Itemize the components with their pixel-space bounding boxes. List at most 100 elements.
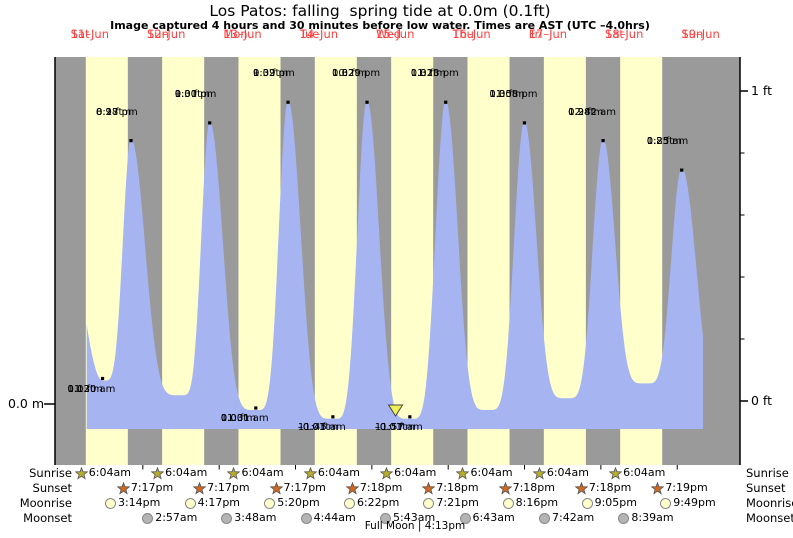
sunset-star-icon	[498, 481, 512, 495]
astro-row-label-right: Moonrise	[746, 496, 793, 510]
sunrise-time: 6:04am	[623, 466, 666, 479]
day-label-line: 17–Jun	[528, 27, 568, 41]
full-moon-note: Full Moon | 4:13pm	[364, 520, 466, 532]
moonset-circle-icon	[539, 512, 551, 524]
high-tide-label-line: 0.8 ft	[646, 136, 674, 148]
day-label-line: Tue	[299, 27, 320, 41]
moonset-circle-icon	[142, 512, 154, 524]
moonrise-circle-icon	[343, 497, 355, 509]
sunrise-star-icon	[532, 466, 546, 480]
sunset-time: 7:17pm	[207, 481, 250, 494]
moonrise-time: 6:22pm	[356, 496, 400, 509]
sunrise-star-icon	[380, 466, 394, 480]
day-label-line: 11–Jun	[70, 27, 110, 41]
day-label-line: Sat	[605, 27, 624, 41]
moonrise-circle-icon	[660, 497, 672, 509]
tide-point-dot	[286, 100, 290, 104]
high-tide-label-line: 1.0 ft	[174, 88, 202, 100]
sunrise-time: 6:04am	[546, 466, 589, 479]
low-tide-label-line: –0.01 m	[297, 421, 339, 433]
low-tide-label-line: 0.0 ft	[220, 413, 248, 424]
day-label-line: Sun	[681, 27, 704, 41]
high-tide-label-line: 9:39 pm	[253, 68, 295, 80]
low-tide-label-line: 11:57 am	[374, 421, 423, 433]
tide-point-dot	[408, 415, 412, 419]
astro-row-label-right: Moonset	[746, 511, 793, 525]
low-tide-label-line: 11:45 am	[297, 421, 346, 433]
low-tide-label-line: –0.0 ft	[297, 421, 330, 433]
y-axis-label-feet: 0 ft	[751, 393, 773, 408]
moonrise-circle-icon	[104, 497, 116, 509]
tide-point-dot	[331, 415, 335, 419]
day-label-line: 15–Jun	[376, 27, 415, 41]
moonrise-circle-icon	[581, 497, 593, 509]
high-tide-label-line: 0.28 m	[568, 106, 604, 118]
sunrise-star-icon	[74, 466, 88, 480]
sunset-star-icon	[116, 481, 130, 495]
y-axis-label-meters: 0.0 m	[7, 396, 44, 411]
high-tide-label-line: 0.28 m	[96, 106, 132, 118]
moonset-time: 6:43am	[472, 511, 515, 524]
high-tide-label-line: 11:58 pm	[489, 88, 538, 100]
moonset-circle-icon	[618, 512, 630, 524]
moonrise-time: 9:05pm	[594, 496, 637, 509]
astro-row-label-left: Sunset	[32, 481, 72, 495]
low-tide-label-line: 0.03 m	[67, 383, 103, 395]
high-tide-label-line: 0.32 m	[253, 68, 289, 80]
sunrise-star-icon	[456, 466, 470, 480]
tide-event-dots	[100, 100, 684, 419]
sunrise-time: 6:04am	[241, 466, 284, 479]
moonrise-circle-icon	[184, 497, 196, 509]
tide-point-dot	[129, 139, 133, 143]
tide-point-dot	[522, 121, 527, 125]
day-label-line: Sat	[70, 27, 90, 41]
moonrise-time: 5:20pm	[277, 496, 320, 509]
tide-point-dot	[601, 139, 605, 143]
day-label-line: 18–Jun	[605, 27, 644, 41]
axes	[44, 57, 748, 470]
tide-point-dot	[365, 100, 369, 104]
high-tide-label-line: 1.0 ft	[253, 68, 280, 80]
astro-row-label-right: Sunrise	[746, 466, 789, 480]
sunrise-time: 6:04am	[470, 466, 513, 479]
tide-point-dot	[100, 376, 105, 381]
sunset-time: 7:18pm	[512, 481, 555, 494]
day-label-line: Fri	[528, 27, 543, 41]
moonset-time: 8:39am	[631, 511, 674, 524]
high-tide-label-line: 12:42 am	[568, 106, 616, 118]
high-tide-label-line: 1.0 ft	[332, 68, 359, 80]
low-tide-label-line: –0.01 m	[374, 421, 416, 433]
day-label-line: Mon	[223, 27, 248, 41]
sunrise-time: 6:04am	[317, 466, 360, 479]
tide-point-dot	[680, 168, 684, 172]
day-label-line: Thu	[452, 27, 474, 41]
sunset-star-icon	[574, 481, 588, 495]
moonrise-time: 4:17pm	[197, 496, 241, 509]
moonrise-time: 7:21pm	[436, 496, 479, 509]
sunrise-time: 6:04am	[165, 466, 208, 479]
moonset-time: 7:42am	[552, 511, 595, 524]
high-tide-label-line: 10:29 pm	[332, 68, 381, 80]
low-tide-label-line: –0.0 ft	[374, 421, 407, 433]
day-label-line: 12–Jun	[147, 27, 186, 41]
moonset-time: 5:43am	[393, 511, 436, 524]
sunset-star-icon	[345, 481, 359, 495]
low-tide-label-line: 0.1 ft	[67, 383, 94, 395]
high-tide-label-line: 1:25 am	[646, 136, 689, 148]
moonset-circle-icon	[380, 512, 392, 524]
high-tide-label-line: 0.32 m	[332, 68, 368, 80]
moonrise-circle-icon	[423, 497, 435, 509]
sunrise-time: 6:04am	[88, 466, 131, 479]
tide-water-area	[86, 100, 703, 430]
high-tide-label-line: 9:01 pm	[174, 88, 217, 100]
high-tide-label-line: 1.0 ft	[489, 88, 516, 100]
low-tide-label-line: 0.00 m	[220, 413, 256, 424]
sunrise-star-icon	[609, 466, 623, 480]
moonrise-circle-icon	[502, 497, 514, 509]
astro-row-label-left: Moonrise	[19, 496, 72, 510]
low-tide-label-line: 11:20 am	[67, 383, 116, 395]
high-tide-label-line: 0.9 ft	[96, 106, 123, 118]
sunset-time: 7:17pm	[283, 481, 326, 494]
sunrise-star-icon	[303, 466, 317, 480]
